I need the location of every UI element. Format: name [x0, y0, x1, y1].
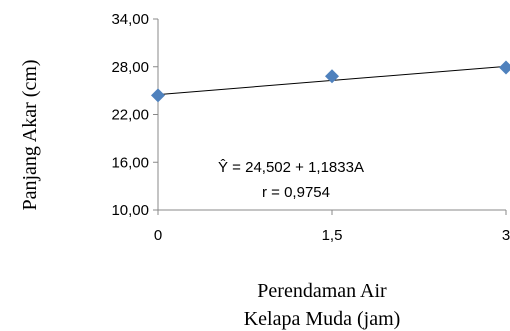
x-axis-title-line2: Kelapa Muda (jam): [244, 308, 401, 330]
x-tick-label: 0: [154, 227, 162, 244]
regression-equation: Ŷ = 24,502 + 1,1833A: [218, 159, 364, 176]
x-tick-labels: 0 1,5 3: [154, 227, 510, 244]
y-tick-label: 10,00: [111, 202, 149, 219]
correlation-coefficient: r = 0,9754: [262, 184, 330, 201]
data-point: [151, 88, 165, 103]
data-point: [325, 69, 339, 84]
y-tick-label: 16,00: [111, 154, 149, 171]
x-axis-tick-marks: [157, 210, 507, 215]
y-tick-label: 34,00: [111, 11, 149, 28]
y-axis-title: Panjang Akar (cm): [19, 59, 41, 210]
x-axis-title-line1: Perendaman Air: [257, 280, 387, 302]
y-tick-label: 22,00: [111, 107, 149, 124]
x-tick-label: 3: [502, 227, 510, 244]
data-point: [499, 60, 510, 75]
y-axis-tick-marks: [153, 18, 158, 211]
y-tick-labels: 10,00 16,00 22,00 28,00 34,00: [111, 11, 149, 219]
data-points: [151, 60, 510, 103]
y-tick-label: 28,00: [111, 59, 149, 76]
x-tick-label: 1,5: [322, 227, 343, 244]
